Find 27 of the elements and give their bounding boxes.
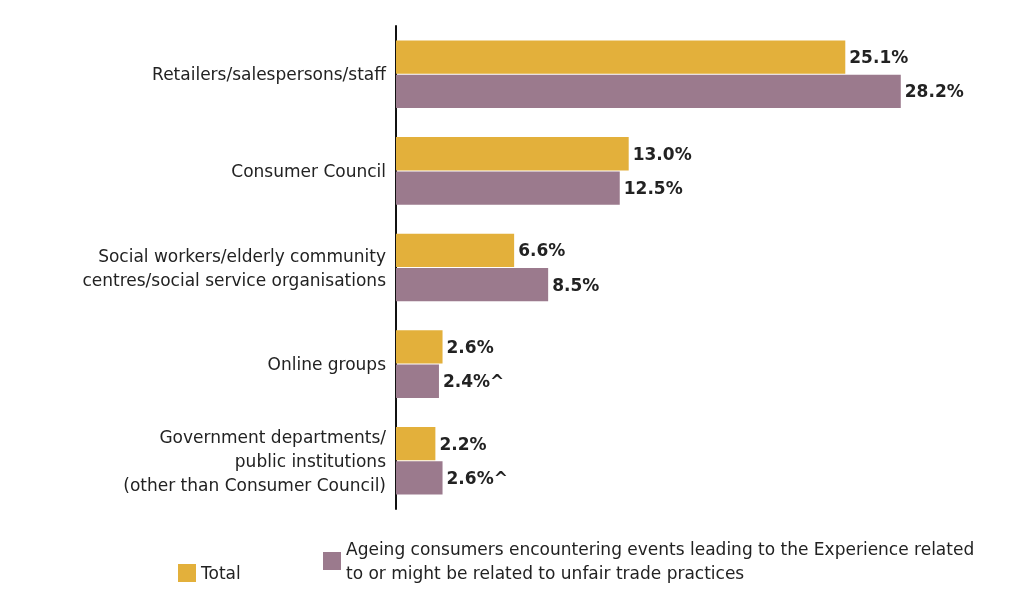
bar <box>396 40 846 74</box>
y-tick-label: Government departments/ public institutions (other than Consumer Council) <box>123 426 387 495</box>
data-label: 2.2% <box>439 433 487 454</box>
y-tick-label: Social workers/elderly community centres/social service organisations <box>82 245 387 290</box>
legend-label: Total <box>200 563 241 583</box>
data-label: 13.0% <box>632 143 692 164</box>
y-tick-label: Consumer Council <box>231 160 386 181</box>
data-label: 2.6%^ <box>446 467 508 488</box>
data-label: 2.4%^ <box>442 371 505 392</box>
data-label: 6.6% <box>518 240 566 261</box>
bar <box>396 74 901 109</box>
bar <box>396 268 549 302</box>
bar <box>396 461 443 495</box>
bar <box>396 233 515 267</box>
bar <box>396 171 620 205</box>
bar <box>396 426 436 461</box>
data-label: 8.5% <box>552 274 600 295</box>
legend-label: Ageing consumers encountering events leading to the Experience related to or might be related to unfair trade practices <box>346 539 980 583</box>
data-label: 25.1% <box>849 47 909 68</box>
data-label: 2.6% <box>446 336 494 357</box>
bar <box>396 137 629 171</box>
bar <box>396 330 443 364</box>
data-label: 28.2% <box>904 81 964 102</box>
bar <box>396 364 439 398</box>
y-tick-label: Retailers/salespersons/staff <box>152 64 388 85</box>
data-label: 12.5% <box>623 178 683 199</box>
y-tick-label: Online groups <box>267 354 387 375</box>
